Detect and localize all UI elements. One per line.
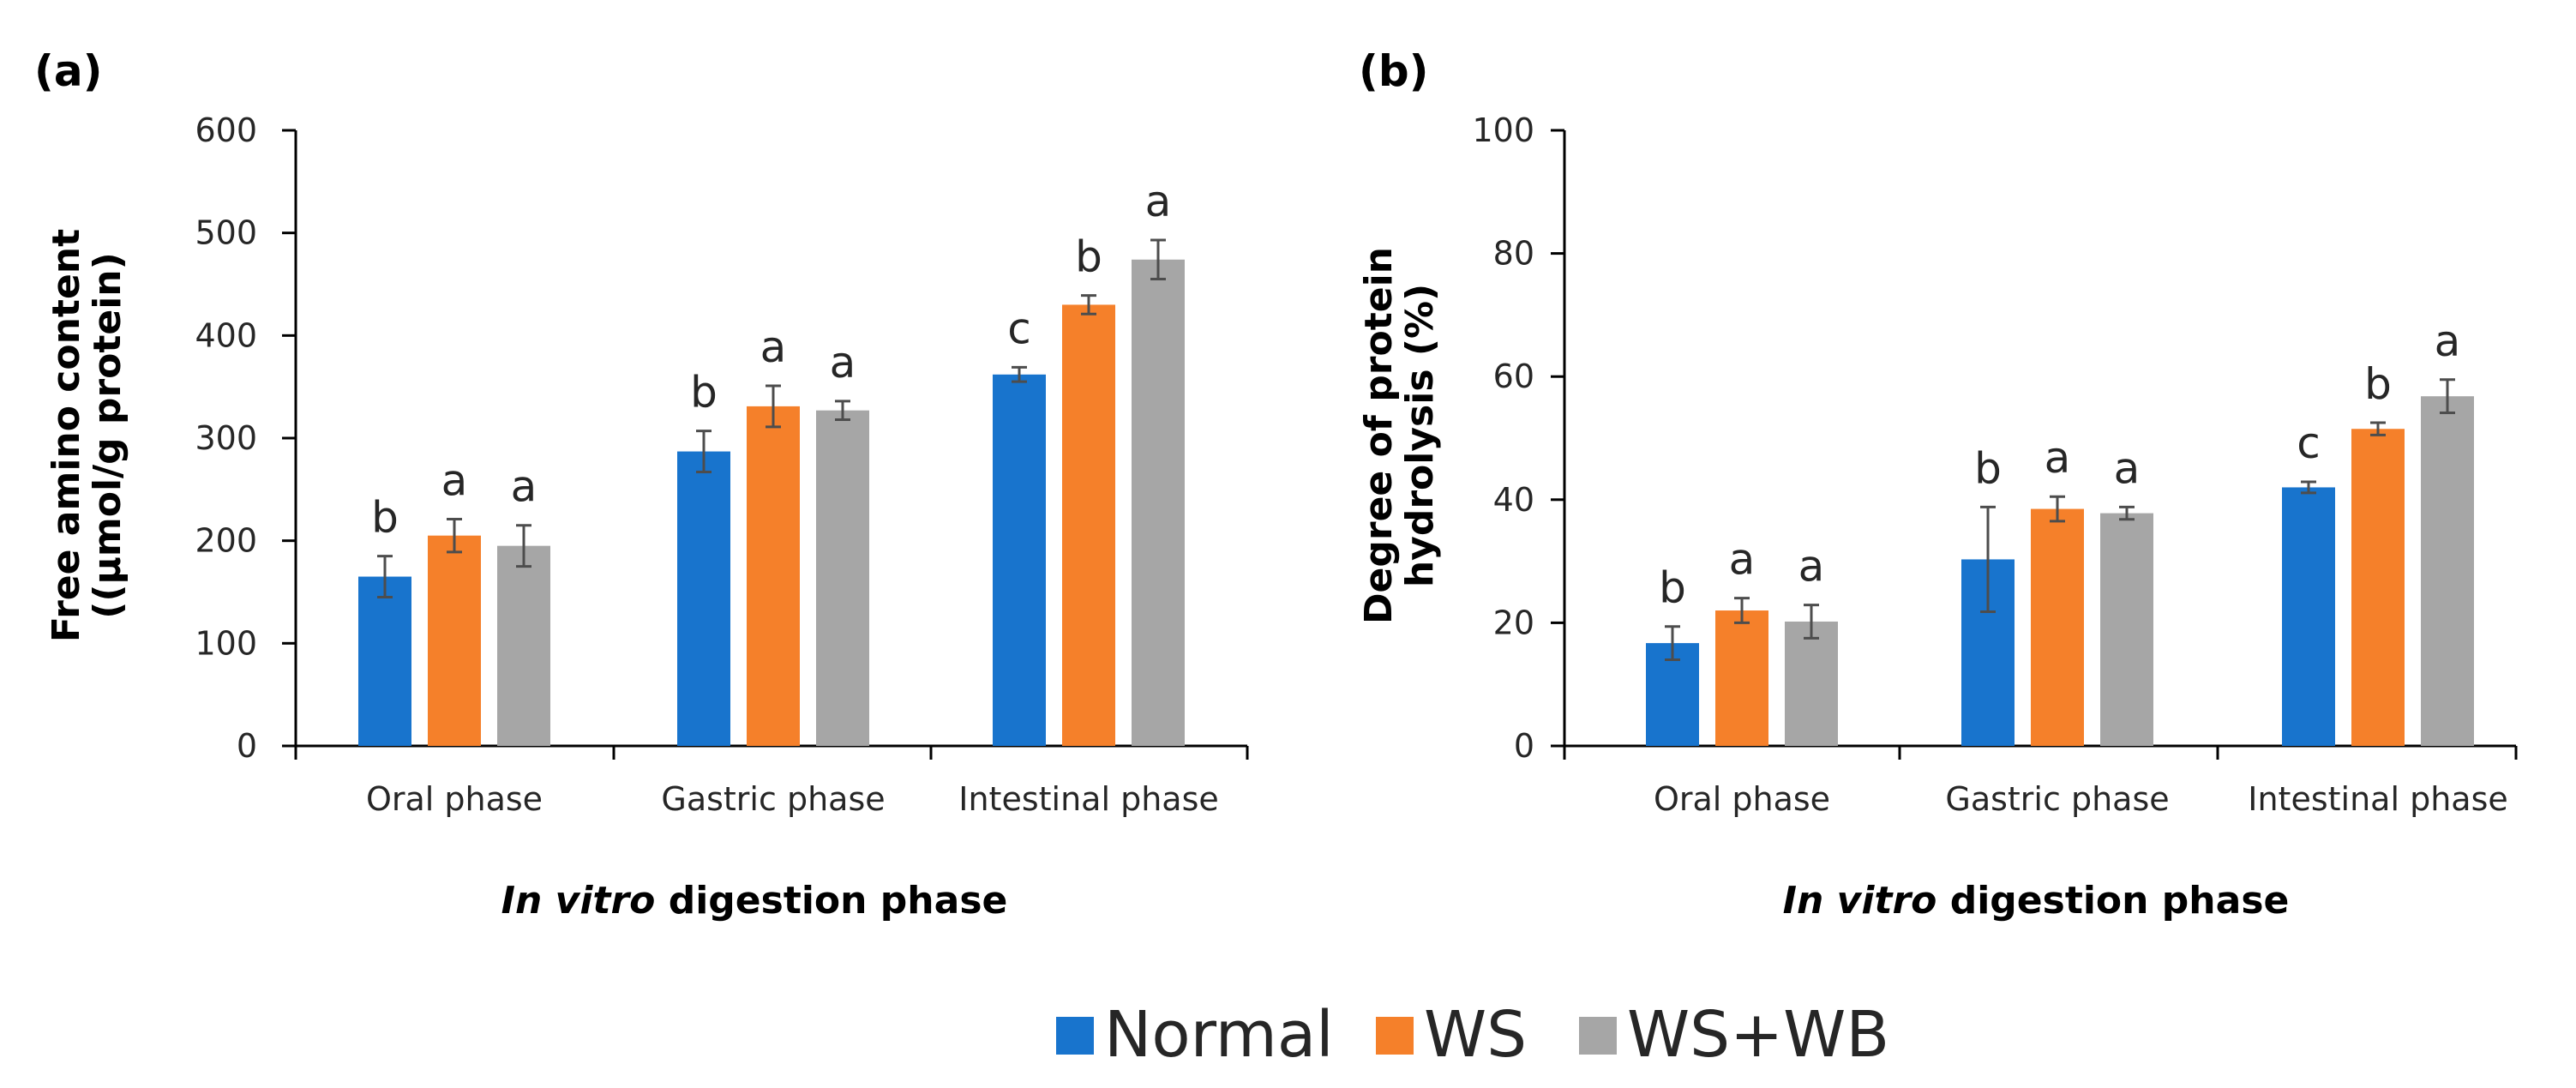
significance-letter: b: [2364, 359, 2392, 409]
x-tick-label: Intestinal phase: [2248, 780, 2508, 818]
significance-letter: a: [2045, 433, 2071, 483]
y-axis-title: Free amino content: [45, 229, 88, 642]
significance-letter: b: [371, 493, 399, 543]
y-tick-label: 80: [1493, 235, 1534, 273]
significance-letter: a: [2114, 443, 2141, 493]
legend: Normal WS WS+WB: [1056, 998, 1889, 1072]
x-tick-label: Gastric phase: [1945, 780, 2169, 818]
x-tick-label: Intestinal phase: [958, 780, 1219, 818]
x-axis-title: In vitro digestion phase: [501, 879, 1008, 923]
legend-swatch-ws: [1376, 1017, 1414, 1055]
y-tick-label: 100: [195, 624, 257, 662]
panel-a-chart: (a) 0 100 200 300 400 500 600 Oral phase Gastric …: [34, 46, 1249, 923]
y-tick-label: 300: [195, 419, 257, 457]
x-axis-title: In vitro digestion phase: [1783, 879, 2290, 923]
bar-ws-wb: [2421, 396, 2474, 746]
y-tick-label: 400: [195, 316, 257, 354]
bar-normal: [2282, 487, 2335, 746]
x-axis-title-rest: digestion phase: [655, 879, 1007, 923]
significance-letter: c: [1007, 304, 1031, 353]
significance-letter: a: [1145, 177, 1172, 226]
y-axis-title: ((µmol/g protein): [86, 252, 129, 618]
bar-ws-wb: [2100, 513, 2153, 746]
panel-label: (b): [1359, 46, 1429, 96]
bar-ws: [428, 535, 481, 746]
bar-ws: [2351, 429, 2405, 746]
significance-letter: a: [1729, 535, 1756, 585]
y-tick-label: 100: [1472, 111, 1534, 149]
legend-swatch-ws-wb: [1579, 1017, 1617, 1055]
bar-ws: [1062, 304, 1115, 746]
significance-letter: a: [511, 462, 537, 512]
y-tick-label: 200: [195, 522, 257, 560]
significance-letter: b: [690, 368, 718, 418]
bar-ws-wb: [497, 545, 550, 746]
bar-ws-wb: [1785, 621, 1838, 746]
bar-ws: [747, 406, 800, 746]
significance-letter: a: [441, 456, 468, 506]
x-tick-label: Oral phase: [366, 780, 543, 818]
legend-label: WS+WB: [1627, 998, 1889, 1072]
significance-letter: b: [1075, 232, 1102, 282]
legend-label: Normal: [1104, 998, 1334, 1072]
y-axis-title: Degree of protein: [1357, 247, 1401, 624]
y-tick-label: 0: [237, 727, 257, 765]
x-axis-title-rest: digestion phase: [1937, 879, 2289, 923]
bar-normal: [358, 576, 411, 746]
bar-normal: [993, 374, 1046, 746]
significance-letter: b: [1974, 443, 2002, 493]
y-tick-label: 600: [195, 111, 257, 149]
significance-letter: a: [830, 338, 856, 388]
y-tick-label: 0: [1514, 727, 1534, 765]
bar-ws: [2031, 508, 2084, 746]
significance-letter: c: [2297, 418, 2321, 468]
legend-swatch-normal: [1056, 1017, 1094, 1055]
x-tick-label: Oral phase: [1654, 780, 1830, 818]
legend-label: WS: [1424, 998, 1527, 1072]
x-axis-title-italic: In vitro: [1783, 879, 1937, 923]
significance-letter: a: [760, 322, 787, 372]
y-tick-label: 500: [195, 214, 257, 252]
significance-letter: a: [1798, 542, 1825, 592]
bar-normal: [677, 451, 730, 746]
x-tick-label: Gastric phase: [661, 780, 885, 818]
significance-letter: b: [1659, 563, 1686, 613]
bar-ws: [1715, 610, 1768, 746]
x-axis-title-italic: In vitro: [501, 879, 656, 923]
significance-letter: a: [2435, 316, 2461, 366]
y-tick-label: 60: [1493, 358, 1534, 395]
y-axis-title: hydrolysis (%): [1398, 284, 1442, 587]
panel-b-chart: (b) 0 20 40 60 80 100 Oral phase Gastric phase In…: [1357, 46, 2518, 923]
panel-label: (a): [34, 46, 102, 96]
y-tick-label: 40: [1493, 481, 1534, 519]
bar-ws-wb: [816, 410, 869, 746]
bar-ws-wb: [1132, 259, 1185, 746]
y-tick-label: 20: [1493, 604, 1534, 641]
